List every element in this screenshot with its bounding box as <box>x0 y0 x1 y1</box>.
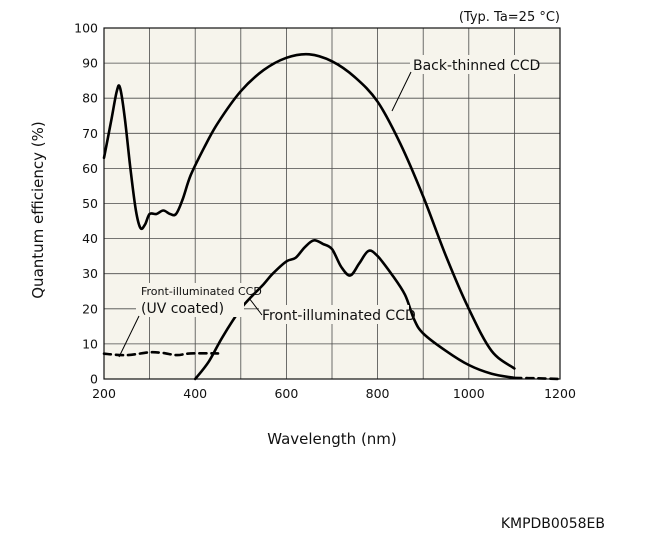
y-tick-label-80: 80 <box>82 91 98 106</box>
x-tick-label-800: 800 <box>366 386 390 401</box>
x-tick-label-200: 200 <box>92 386 116 401</box>
typ-condition-note: (Typ. Ta=25 °C) <box>459 10 560 25</box>
uv-coated-label-bg <box>136 283 244 317</box>
y-tick-label-40: 40 <box>82 231 98 246</box>
series-line-front-illuminated-ccd-uv-coated <box>102 350 220 357</box>
back-thinned-label-bg <box>410 55 536 74</box>
x-tick-label-600: 600 <box>274 386 298 401</box>
y-axis-label: Quantum efficiency (%) <box>29 121 47 299</box>
x-tick-label-1000: 1000 <box>453 386 485 401</box>
y-tick-label-20: 20 <box>82 301 98 316</box>
front-illuminated-leader-line <box>248 297 263 316</box>
y-tick-label-70: 70 <box>82 126 98 141</box>
x-axis-label: Wavelength (nm) <box>267 430 397 448</box>
uv-coated-label-line1: Front-illuminated CCD <box>141 285 262 298</box>
plot-frame <box>103 27 561 380</box>
uv-coated-label-line2: (UV coated) <box>141 301 224 317</box>
x-tick-label-1200: 1200 <box>544 386 576 401</box>
y-tick-label-60: 60 <box>82 161 98 176</box>
tick-labels: 200 400 600 800 1000 1200 0 10 20 30 40 50 60 70 80 90 1… <box>74 21 576 402</box>
back-thinned-leader-line <box>391 71 412 112</box>
y-tick-label-90: 90 <box>82 56 98 71</box>
x-tick-label-400: 400 <box>183 386 207 401</box>
y-tick-label-100: 100 <box>74 21 98 36</box>
series-line-back-thinned-ccd <box>102 52 516 370</box>
y-tick-label-0: 0 <box>90 372 98 387</box>
series-curves <box>102 52 562 381</box>
y-tick-label-30: 30 <box>82 266 98 281</box>
series-line-front-illuminated-ccd <box>193 239 516 381</box>
uv-coated-leader-line <box>118 315 140 358</box>
back-thinned-ccd-label: Back-thinned CCD <box>413 58 540 74</box>
figure-code: KMPDB0058EB <box>501 516 605 532</box>
front-illuminated-ccd-label: Front-illuminated CCD <box>262 308 416 324</box>
y-tick-label-50: 50 <box>82 196 98 211</box>
y-tick-label-10: 10 <box>82 336 98 351</box>
front-illuminated-label-bg <box>259 305 409 324</box>
series-line-tail-extension <box>513 376 562 381</box>
